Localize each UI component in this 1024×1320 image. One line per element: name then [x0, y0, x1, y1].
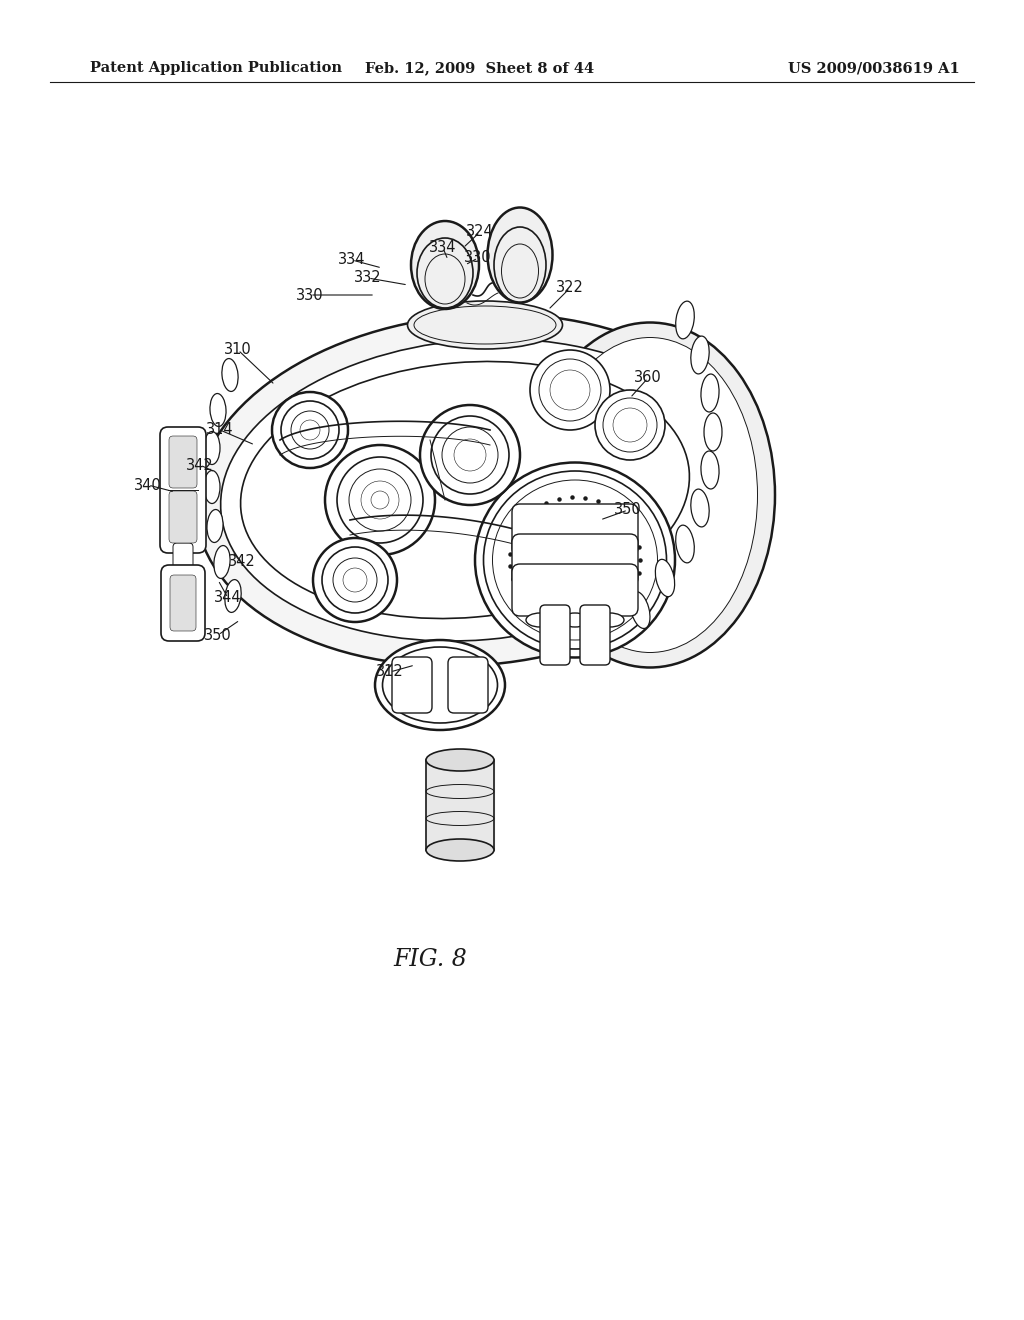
Ellipse shape — [210, 393, 226, 426]
Ellipse shape — [426, 748, 494, 771]
Ellipse shape — [475, 462, 675, 657]
FancyBboxPatch shape — [160, 426, 206, 553]
Circle shape — [420, 405, 520, 506]
Ellipse shape — [204, 470, 220, 503]
FancyBboxPatch shape — [580, 605, 610, 665]
Ellipse shape — [630, 591, 650, 628]
Ellipse shape — [241, 362, 689, 619]
Text: Feb. 12, 2009  Sheet 8 of 44: Feb. 12, 2009 Sheet 8 of 44 — [366, 61, 595, 75]
Ellipse shape — [676, 525, 694, 562]
Ellipse shape — [487, 207, 553, 302]
FancyBboxPatch shape — [169, 491, 197, 543]
Circle shape — [272, 392, 348, 469]
Circle shape — [313, 539, 397, 622]
Text: 344: 344 — [214, 590, 242, 606]
FancyBboxPatch shape — [512, 504, 638, 556]
FancyBboxPatch shape — [449, 657, 488, 713]
Ellipse shape — [691, 337, 710, 374]
Text: 312: 312 — [376, 664, 403, 680]
Text: 324: 324 — [466, 224, 494, 239]
FancyBboxPatch shape — [161, 565, 205, 642]
Ellipse shape — [655, 560, 675, 597]
Text: 342: 342 — [228, 554, 256, 569]
Circle shape — [325, 445, 435, 554]
Ellipse shape — [207, 510, 223, 543]
Ellipse shape — [705, 413, 722, 451]
Text: 334: 334 — [429, 240, 457, 256]
Text: 342: 342 — [186, 458, 214, 473]
Text: 360: 360 — [634, 371, 662, 385]
Ellipse shape — [204, 432, 220, 465]
Text: 322: 322 — [556, 281, 584, 296]
Ellipse shape — [225, 579, 242, 612]
Circle shape — [530, 350, 610, 430]
Ellipse shape — [701, 374, 719, 412]
Text: Patent Application Publication: Patent Application Publication — [90, 61, 342, 75]
Ellipse shape — [526, 612, 554, 627]
FancyBboxPatch shape — [392, 657, 432, 713]
Text: 330: 330 — [296, 288, 324, 302]
FancyBboxPatch shape — [173, 543, 193, 576]
Ellipse shape — [691, 490, 710, 527]
Text: US 2009/0038619 A1: US 2009/0038619 A1 — [788, 61, 961, 75]
Circle shape — [595, 389, 665, 459]
Ellipse shape — [701, 451, 719, 488]
Ellipse shape — [220, 339, 729, 642]
FancyBboxPatch shape — [170, 576, 196, 631]
Ellipse shape — [561, 612, 589, 627]
Text: FIG. 8: FIG. 8 — [393, 949, 467, 972]
Text: 310: 310 — [224, 342, 252, 358]
Text: 350: 350 — [204, 627, 231, 643]
Text: 332: 332 — [354, 271, 382, 285]
FancyBboxPatch shape — [169, 436, 197, 488]
FancyBboxPatch shape — [540, 605, 570, 665]
Ellipse shape — [375, 640, 505, 730]
Text: 340: 340 — [134, 478, 162, 492]
Ellipse shape — [222, 359, 239, 392]
Ellipse shape — [525, 322, 775, 668]
Ellipse shape — [214, 545, 230, 578]
Text: 350: 350 — [614, 503, 642, 517]
Ellipse shape — [596, 612, 624, 627]
Ellipse shape — [426, 840, 494, 861]
Ellipse shape — [196, 314, 755, 667]
Ellipse shape — [543, 338, 758, 652]
Text: 330: 330 — [464, 251, 492, 265]
FancyBboxPatch shape — [512, 564, 638, 616]
Text: 314: 314 — [206, 422, 233, 437]
FancyBboxPatch shape — [512, 535, 638, 586]
Ellipse shape — [676, 301, 694, 339]
Ellipse shape — [408, 301, 562, 348]
Text: 334: 334 — [338, 252, 366, 268]
Ellipse shape — [411, 220, 479, 309]
